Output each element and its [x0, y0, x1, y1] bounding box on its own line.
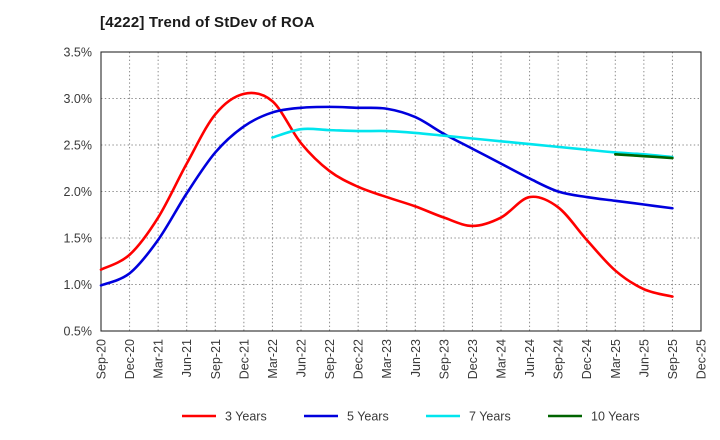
x-tick-label: Sep-22 — [323, 339, 337, 379]
y-tick-label: 2.5% — [64, 139, 93, 153]
legend-label-5-years[interactable]: 5 Years — [347, 410, 389, 424]
plot-frame — [100, 51, 702, 332]
x-tick-label: Mar-24 — [495, 339, 509, 379]
series-line-7-years — [271, 127, 674, 159]
series-line-10-years — [613, 153, 674, 160]
x-tick-label: Sep-21 — [209, 339, 223, 379]
y-tick-label: 2.0% — [64, 185, 93, 199]
series-line-3-years — [99, 91, 674, 298]
y-tick-label: 1.0% — [64, 278, 93, 292]
x-tick-label: Sep-24 — [552, 339, 566, 379]
x-tick-label: Dec-22 — [352, 339, 366, 379]
series-line-5-years — [99, 105, 674, 287]
x-tick-label: Jun-22 — [295, 339, 309, 377]
y-tick-label: 3.0% — [64, 92, 93, 106]
data-series-group — [99, 91, 674, 298]
x-tick-label: Sep-20 — [95, 339, 109, 379]
legend-label-10-years[interactable]: 10 Years — [591, 410, 640, 424]
x-tick-label: Jun-23 — [409, 339, 423, 377]
x-tick-label: Mar-21 — [152, 339, 166, 379]
x-axis-tick-labels: Sep-20 Dec-20 Mar-21 Jun-21 Sep-21 Dec-21 Mar-… — [95, 339, 709, 379]
x-tick-label: Sep-25 — [666, 339, 680, 379]
x-tick-label: Jun-24 — [523, 339, 537, 377]
chart-legend: 3 Years 5 Years 7 Years 10 Years — [182, 410, 640, 424]
legend-label-3-years[interactable]: 3 Years — [225, 410, 267, 424]
x-tick-label: Dec-25 — [695, 339, 709, 379]
y-axis-tick-labels: 0.5% 1.0% 1.5% 2.0% 2.5% 3.0% 3.5% — [64, 46, 93, 339]
x-tick-label: Jun-21 — [180, 339, 194, 377]
x-tick-label: Mar-23 — [380, 339, 394, 379]
x-tick-label: Dec-24 — [580, 339, 594, 379]
x-tick-label: Dec-21 — [237, 339, 251, 379]
y-tick-label: 1.5% — [64, 232, 93, 246]
legend-label-7-years[interactable]: 7 Years — [469, 410, 511, 424]
x-tick-label: Sep-23 — [437, 339, 451, 379]
gridlines-group — [100, 52, 702, 331]
x-tick-label: Dec-23 — [466, 339, 480, 379]
x-tick-label: Jun-25 — [637, 339, 651, 377]
x-tick-label: Mar-25 — [609, 339, 623, 379]
x-tick-label: Mar-22 — [266, 339, 280, 379]
x-tick-label: Dec-20 — [123, 339, 137, 379]
chart-title: [4222] Trend of StDev of ROA — [100, 14, 315, 31]
y-tick-label: 3.5% — [64, 46, 93, 60]
y-tick-label: 0.5% — [64, 325, 93, 339]
